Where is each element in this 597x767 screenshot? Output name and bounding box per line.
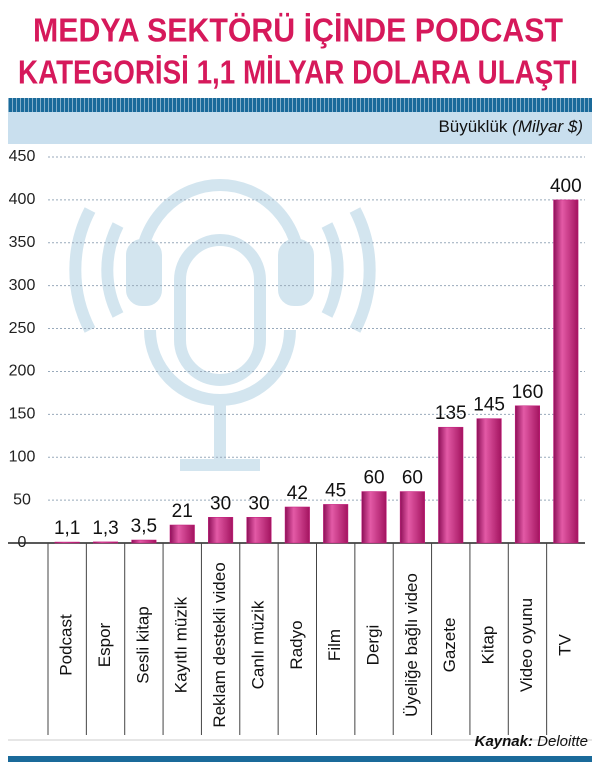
x-tick-label: Canlı müzik bbox=[248, 600, 267, 689]
header-band bbox=[8, 98, 592, 112]
y-label: Büyüklük bbox=[438, 117, 507, 136]
footer-band bbox=[8, 756, 592, 762]
y-tick-label: 350 bbox=[9, 234, 36, 251]
source-label: Kaynak: bbox=[475, 733, 533, 750]
bar bbox=[553, 199, 579, 544]
x-tick-label: Espor bbox=[95, 622, 114, 667]
bar bbox=[323, 504, 349, 544]
microphone-illustration bbox=[69, 179, 376, 471]
bar bbox=[399, 491, 425, 544]
value-label: 21 bbox=[172, 501, 193, 522]
bar bbox=[54, 541, 80, 544]
x-tick-label: Podcast bbox=[57, 614, 76, 676]
x-tick-label: Üyeliğe bağlı video bbox=[402, 573, 421, 717]
x-tick-label: Sesli kitap bbox=[133, 606, 152, 683]
value-label: 145 bbox=[473, 395, 505, 416]
y-tick-label: 450 bbox=[9, 148, 36, 165]
source-name: Deloitte bbox=[537, 733, 588, 750]
value-label: 60 bbox=[363, 468, 384, 489]
value-label: 1,3 bbox=[92, 518, 118, 539]
value-label: 45 bbox=[325, 480, 346, 501]
y-tick-label: 150 bbox=[9, 406, 36, 423]
y-tick-label: 200 bbox=[9, 363, 36, 380]
bar bbox=[208, 517, 234, 544]
value-label: 400 bbox=[550, 176, 582, 197]
x-tick-label: Reklam destekli video bbox=[210, 562, 229, 727]
bar bbox=[361, 491, 387, 544]
y-tick-label: 100 bbox=[9, 448, 36, 465]
title: MEDYA SEKTÖRÜ İÇİNDE PODCAST KATEGORİSİ … bbox=[18, 12, 578, 91]
value-label: 160 bbox=[512, 382, 544, 403]
y-tick-label: 250 bbox=[9, 320, 36, 337]
y-unit: (Milyar $) bbox=[512, 117, 583, 136]
x-tick-label: TV bbox=[555, 633, 574, 655]
value-label: 30 bbox=[248, 493, 269, 514]
x-tick-label: Radyo bbox=[287, 620, 306, 669]
y-tick-label: 300 bbox=[9, 277, 36, 294]
y-tick-label: 50 bbox=[13, 491, 31, 508]
x-tick-label: Kitap bbox=[479, 626, 498, 665]
bar bbox=[169, 524, 195, 544]
title-line: MEDYA SEKTÖRÜ İÇİNDE PODCAST bbox=[33, 12, 563, 49]
bar bbox=[246, 517, 272, 544]
value-label: 3,5 bbox=[131, 516, 157, 537]
value-label: 42 bbox=[287, 483, 308, 504]
value-label: 30 bbox=[210, 493, 231, 514]
x-tick-label: Film bbox=[325, 629, 344, 661]
title-line: KATEGORİSİ 1,1 MİLYAR DOLARA ULAŞTI bbox=[18, 54, 578, 91]
value-label: 135 bbox=[435, 403, 467, 424]
x-tick-label: Gazete bbox=[440, 618, 459, 673]
y-tick-label: 400 bbox=[9, 191, 36, 208]
bar bbox=[131, 539, 157, 544]
bar bbox=[514, 405, 540, 544]
bar bbox=[438, 426, 464, 544]
x-tick-label: Video oyunu bbox=[517, 598, 536, 692]
bar bbox=[476, 418, 502, 544]
source: Kaynak: Deloitte bbox=[475, 733, 588, 750]
x-tick-label: Dergi bbox=[364, 625, 383, 666]
bar bbox=[93, 541, 119, 544]
y-axis-label: Büyüklük (Milyar $) bbox=[438, 117, 583, 136]
bar bbox=[284, 506, 310, 544]
x-tick-label: Kayıtlı müzik bbox=[172, 596, 191, 693]
header-band bbox=[8, 112, 592, 144]
value-label: 60 bbox=[402, 468, 423, 489]
value-label: 1,1 bbox=[54, 518, 80, 539]
